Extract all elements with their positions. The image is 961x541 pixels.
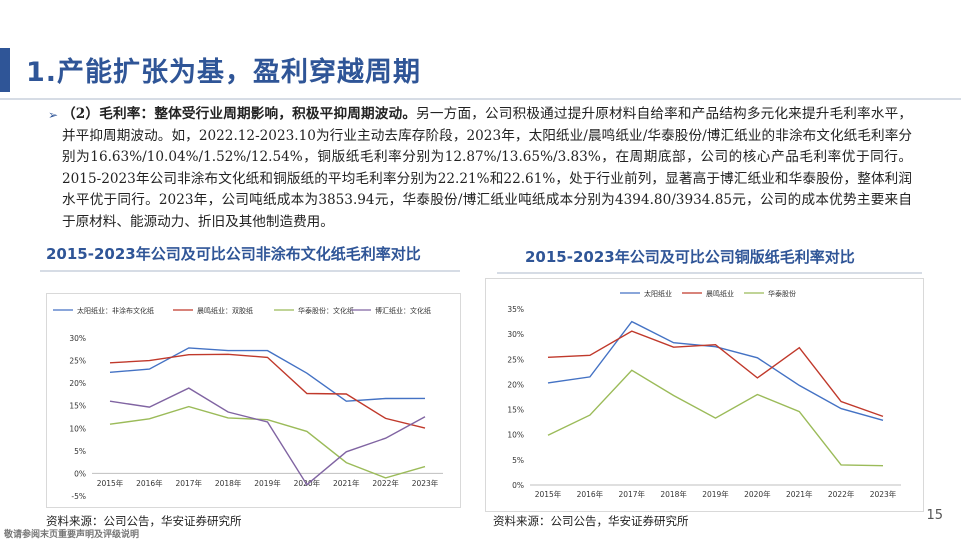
y-tick-label: 35% [507,305,524,314]
chart-coated-svg: 太阳纸业 晨鸣纸业 华泰股份 0% 5% 10% 15% 20% 25% 30% 35% 2015年 2… [507,289,901,499]
y-tick-label: 30% [69,334,86,343]
chart-title-divider [40,270,460,272]
series-line [109,387,426,486]
legend-label: 华泰股份：文化纸 [298,306,354,315]
y-tick-label: 25% [69,357,86,366]
x-tick-label: 2023年 [870,489,897,499]
series-line [547,330,884,418]
chart-legend: 太阳纸业 晨鸣纸业 华泰股份 [620,289,796,298]
body-paragraph: （2）毛利率：整体受行业周期影响，积极平抑周期波动。另一方面，公司积极通过提升原… [62,104,912,234]
x-tick-label: 2016年 [136,478,163,488]
legend-label: 晨鸣纸业 [706,289,734,298]
x-tick-label: 2019年 [254,478,281,488]
y-tick-label: 0% [512,481,524,490]
paragraph-text: 另一方面，公司积极通过提升原材料自给率和产品结构多元化来提升毛利率水平，并平抑周… [62,106,912,230]
chart-source-right: 资料来源：公司公告，华安证券研究所 [493,514,689,528]
legend-label: 太阳纸业：非涂布文化纸 [77,306,154,315]
y-tick-label: 20% [69,379,86,388]
x-tick-label: 2015年 [535,489,562,499]
chart-uncoated-svg: 太阳纸业：非涂布文化纸 晨鸣纸业：双胶纸 华泰股份：文化纸 博汇纸业：文化纸 -5% 0%… [53,306,443,501]
y-tick-label: 10% [507,431,524,440]
chart-legend: 太阳纸业：非涂布文化纸 晨鸣纸业：双胶纸 华泰股份：文化纸 博汇纸业：文化纸 [53,306,431,315]
page-number: 15 [926,508,943,523]
legend-label: 晨鸣纸业：双胶纸 [197,306,253,315]
chart-source-left: 资料来源：公司公告，华安证券研究所 [46,514,242,528]
y-tick-label: 0% [74,469,86,478]
legend-label: 华泰股份 [768,289,796,298]
series-line [547,369,884,467]
x-tick-label: 2019年 [702,489,729,499]
y-tick-label: 20% [507,380,524,389]
x-tick-label: 2017年 [618,489,645,499]
y-tick-label: -5% [71,492,86,501]
series-line [109,353,426,429]
x-tick-label: 2021年 [333,478,360,488]
x-tick-label: 2020年 [744,489,771,499]
legend-label: 博汇纸业：文化纸 [375,306,431,315]
x-tick-label: 2020年 [294,478,321,488]
x-tick-label: 2017年 [175,478,202,488]
chart-title-coated: 2015-2023年公司及可比公司铜版纸毛利率对比 [525,248,855,266]
page-title: 1.产能扩张为基，盈利穿越周期 [26,57,422,88]
chart-title-divider [497,272,922,274]
series-line [109,405,426,479]
disclaimer-text: 敬请参阅末页重要声明及评级说明 [4,530,140,540]
chart-title-uncoated: 2015-2023年公司及可比公司非涂布文化纸毛利率对比 [46,245,421,263]
title-accent-bar [0,48,10,92]
title-divider [0,98,961,100]
x-tick-label: 2018年 [215,478,242,488]
legend-label: 太阳纸业 [644,289,672,298]
series-line [109,347,426,402]
chart-coated-paper: 太阳纸业 晨鸣纸业 华泰股份 0% 5% 10% 15% 20% 25% 30% 35% 2015年 2… [485,278,924,512]
y-tick-label: 15% [69,402,86,411]
y-tick-label: 30% [507,330,524,339]
x-tick-label: 2018年 [660,489,687,499]
y-tick-label: 5% [512,456,524,465]
y-tick-label: 15% [507,406,524,415]
y-tick-label: 25% [507,355,524,364]
paragraph-lead: （2）毛利率：整体受行业周期影响，积极平抑周期波动。 [62,106,417,122]
x-tick-label: 2022年 [372,478,399,488]
x-tick-label: 2021年 [786,489,813,499]
y-tick-label: 5% [74,447,86,456]
x-tick-label: 2022年 [828,489,855,499]
bullet-arrow-icon: ➢ [48,108,59,122]
x-tick-label: 2016年 [577,489,604,499]
x-tick-label: 2023年 [412,478,439,488]
series-line [547,320,884,421]
y-tick-label: 10% [69,424,86,433]
chart-uncoated-paper: 太阳纸业：非涂布文化纸 晨鸣纸业：双胶纸 华泰股份：文化纸 博汇纸业：文化纸 -5% 0%… [46,293,461,508]
x-tick-label: 2015年 [97,478,124,488]
